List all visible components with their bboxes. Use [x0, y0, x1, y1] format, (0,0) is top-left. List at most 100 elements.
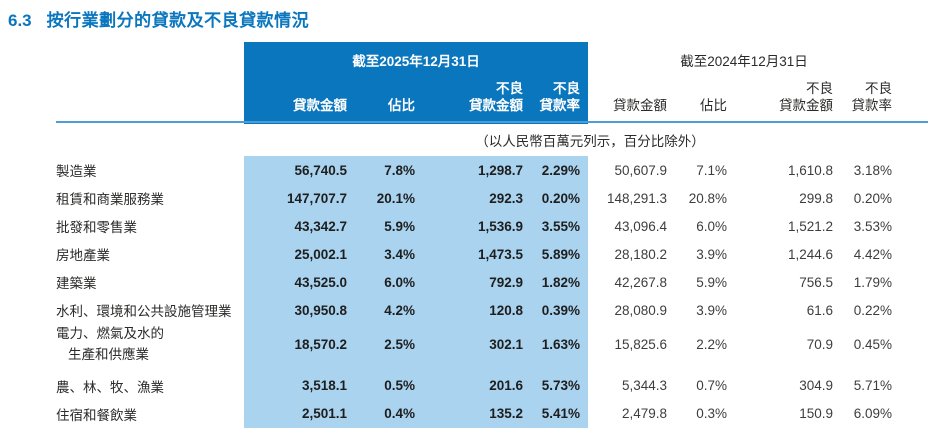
value-2024-loan-amount: 15,825.6 — [614, 337, 668, 353]
industry-label: 水利、環境和公共設施管理業 — [56, 304, 232, 319]
value-2024-loan-amount: 2,479.8 — [621, 406, 668, 422]
value-2025-npl-ratio: 5.89% — [531, 240, 589, 268]
value-2025-loan-amount: 18,570.2 — [244, 324, 355, 372]
industry-label: 建築業 — [56, 276, 97, 291]
value-2025-proportion: 2.5% — [355, 324, 423, 372]
value-2025-loan-amount: 30,950.8 — [244, 296, 355, 324]
value-2024-loan-amount: 5,344.3 — [621, 378, 668, 394]
industry-label: 房地產業 — [56, 248, 110, 263]
value-2024-loan-amount: 28,180.2 — [614, 246, 668, 262]
value-2025-npl-ratio: 1.82% — [531, 268, 589, 296]
col-2024-npl-ratio: 不良 貸款率 — [841, 70, 900, 124]
industry-label: 農、林、牧、漁業 — [56, 379, 164, 395]
col-2024-npl-amount-line1: 不良 — [806, 80, 834, 96]
col-2024-proportion: 佔比 — [700, 98, 728, 114]
value-2025-npl-amount: 302.1 — [423, 324, 531, 372]
period-header-row: 截至2025年12月31日 截至2024年12月31日 — [0, 42, 900, 70]
value-2025-loan-amount: 43,342.7 — [244, 212, 355, 240]
value-2024-npl-ratio: 0.45% — [853, 337, 893, 353]
value-2024-npl-amount: 150.9 — [799, 406, 834, 422]
value-2024-npl-ratio: 0.20% — [853, 190, 893, 206]
section-heading: 按行業劃分的貸款及不良貸款情況 — [46, 11, 310, 30]
value-2024-loan-amount: 43,096.4 — [614, 218, 668, 234]
col-2025-npl-ratio: 不良 貸款率 — [531, 70, 589, 124]
industry-row: 租賃和商業服務業 147,707.7 20.1% 292.3 0.20% 148,291.… — [0, 184, 900, 212]
value-2024-npl-amount: 70.9 — [806, 337, 834, 353]
value-2025-proportion: 5.9% — [355, 212, 423, 240]
col-2024-npl-ratio-line1: 不良 — [865, 80, 893, 96]
value-2025-npl-amount: 135.2 — [423, 399, 531, 428]
value-2024-npl-ratio: 5.71% — [853, 378, 893, 394]
value-2025-npl-amount: 1,298.7 — [423, 156, 531, 184]
industry-row: 水利、環境和公共設施管理業 30,950.8 4.2% 120.8 0.39% 28,08… — [0, 296, 900, 324]
value-2024-npl-ratio: 1.79% — [853, 274, 893, 290]
value-2024-npl-ratio: 6.09% — [853, 406, 893, 422]
value-2024-npl-amount: 1,610.8 — [787, 162, 834, 178]
value-2024-proportion: 3.9% — [696, 302, 728, 318]
value-2025-loan-amount: 2,501.1 — [244, 399, 355, 428]
section-title: 6.3 按行業劃分的貸款及不良貸款情況 — [8, 6, 309, 31]
value-2024-proportion: 3.9% — [696, 246, 728, 262]
value-2024-proportion: 5.9% — [696, 274, 728, 290]
unit-note-row: （以人民幣百萬元列示，百分比除外） — [0, 124, 900, 156]
value-2025-loan-amount: 25,002.1 — [244, 240, 355, 268]
col-2024-npl-ratio-line2: 貸款率 — [851, 98, 893, 114]
industry-row: 批發和零售業 43,342.7 5.9% 1,536.9 3.55% 43,096.4 6.… — [0, 212, 900, 240]
value-2025-npl-ratio: 3.55% — [531, 212, 589, 240]
value-2025-npl-ratio: 1.63% — [531, 324, 589, 372]
value-2024-proportion: 2.2% — [696, 337, 728, 353]
value-2025-npl-amount: 792.9 — [423, 268, 531, 296]
unit-note: （以人民幣百萬元列示，百分比除外） — [475, 134, 705, 149]
value-2024-loan-amount: 50,607.9 — [614, 162, 668, 178]
loans-by-industry-table: 截至2025年12月31日 截至2024年12月31日 貸款金額 佔比 不良 貸… — [0, 42, 900, 428]
industry-label: 電力、燃氣及水的 生產和供應業 — [56, 326, 164, 362]
value-2025-npl-amount: 1,536.9 — [423, 212, 531, 240]
value-2025-loan-amount: 43,525.0 — [244, 268, 355, 296]
value-2025-npl-amount: 292.3 — [423, 184, 531, 212]
value-2024-npl-ratio: 4.42% — [853, 246, 893, 262]
value-2025-proportion: 20.1% — [355, 184, 423, 212]
value-2025-npl-ratio: 2.29% — [531, 156, 589, 184]
col-2025-npl-amount: 不良 貸款金額 — [423, 70, 531, 124]
value-2024-npl-ratio: 3.53% — [853, 218, 893, 234]
header-spacer — [0, 70, 244, 124]
value-2024-npl-amount: 1,521.2 — [787, 218, 834, 234]
value-2024-proportion: 7.1% — [696, 162, 728, 178]
value-2024-npl-amount: 304.9 — [799, 378, 834, 394]
value-2024-npl-amount: 756.5 — [799, 274, 834, 290]
value-2024-proportion: 0.7% — [696, 378, 728, 394]
col-2024-npl-amount-line2: 貸款金額 — [779, 98, 834, 114]
col-2025-proportion: 佔比 — [355, 70, 423, 124]
value-2024-loan-amount: 42,267.8 — [614, 274, 668, 290]
industry-row: 電力、燃氣及水的 生產和供應業 18,570.2 2.5% 302.1 1.63% 15,8… — [0, 324, 900, 372]
col-2024-npl-amount: 不良 貸款金額 — [735, 70, 841, 124]
value-2025-proportion: 6.0% — [355, 268, 423, 296]
value-2025-loan-amount: 3,518.1 — [244, 371, 355, 400]
value-2024-proportion: 0.3% — [696, 406, 728, 422]
industry-row: 住宿和餐飲業 2,501.1 0.4% 135.2 5.41% 2,479.8 0.3% 15… — [0, 399, 900, 428]
industry-label: 住宿和餐飲業 — [56, 407, 137, 423]
value-2025-proportion: 3.4% — [355, 240, 423, 268]
column-header-row: 貸款金額 佔比 不良 貸款金額 不良 貸款率 貸款金額 佔比 不良 貸款金額 不… — [0, 70, 900, 124]
col-2025-npl-ratio-line1: 不良 — [553, 80, 581, 96]
industry-label: 租賃和商業服務業 — [56, 192, 164, 207]
value-2025-npl-ratio: 0.39% — [531, 296, 589, 324]
value-2024-loan-amount: 28,080.9 — [614, 302, 668, 318]
period-2024-header: 截至2024年12月31日 — [680, 54, 808, 69]
value-2024-npl-ratio: 3.18% — [853, 162, 893, 178]
industry-row: 農、林、牧、漁業 3,518.1 0.5% 201.6 5.73% 5,344.3 0.7%… — [0, 371, 900, 400]
col-2025-loan-amount: 貸款金額 — [244, 70, 355, 124]
value-2025-proportion: 0.5% — [355, 371, 423, 400]
industry-label: 批發和零售業 — [56, 220, 137, 235]
header-divider — [56, 121, 928, 123]
value-2024-proportion: 20.8% — [688, 190, 728, 206]
col-2024-loan-amount: 貸款金額 — [613, 98, 668, 114]
value-2024-npl-amount: 1,244.6 — [787, 246, 834, 262]
value-2025-npl-ratio: 5.41% — [531, 399, 589, 428]
value-2025-loan-amount: 56,740.5 — [244, 156, 355, 184]
value-2025-npl-ratio: 5.73% — [531, 371, 589, 400]
value-2025-npl-amount: 120.8 — [423, 296, 531, 324]
value-2025-npl-amount: 1,473.5 — [423, 240, 531, 268]
header-spacer — [0, 42, 244, 70]
